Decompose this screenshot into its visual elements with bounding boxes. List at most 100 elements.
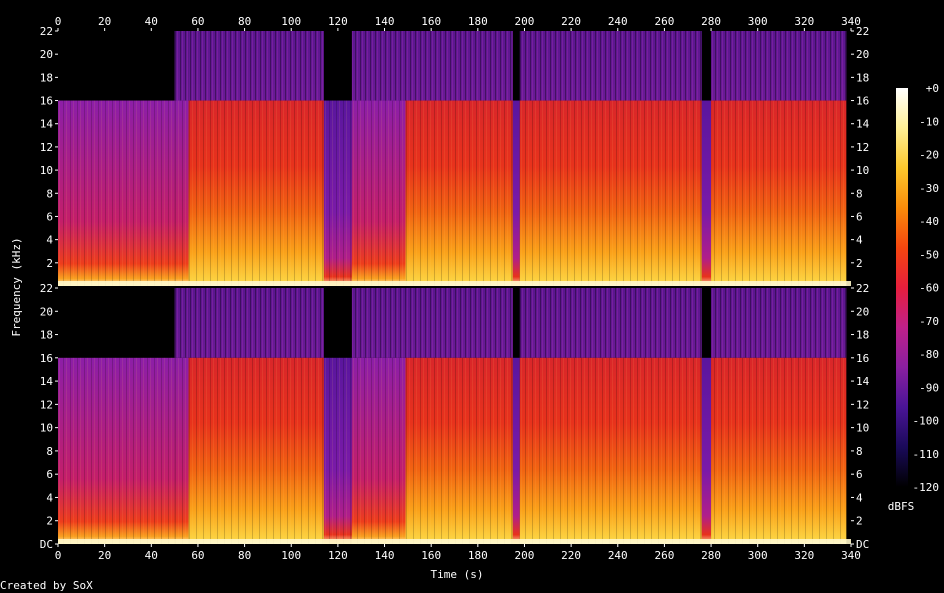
x-tick-label: 20 [98, 549, 111, 562]
y-tick-label-right: 8 [856, 187, 863, 200]
x-tick-label: 300 [748, 549, 768, 562]
y-tick-label: 16 [40, 352, 53, 365]
x-tick-label-top: 340 [841, 15, 861, 28]
y-tick-label-right: 12 [856, 398, 869, 411]
y-tick-label: 4 [46, 491, 53, 504]
x-tick-label: 220 [561, 549, 581, 562]
segment-hf-streaks-2 [188, 31, 324, 101]
x-tick-label-top: 20 [98, 15, 111, 28]
y-tick-label-right: 2 [856, 257, 863, 270]
segment-hf-streaks-7 [519, 288, 702, 358]
segment-hf-streaks-1 [174, 31, 189, 101]
y-tick-label: 16 [40, 95, 53, 108]
y-tick-label: 4 [46, 234, 53, 247]
x-tick-label-top: 320 [794, 15, 814, 28]
y-tick-label-right: 14 [856, 375, 870, 388]
created-by-credit: Created by SoX [0, 579, 93, 592]
colorbar-tick-label: -80 [919, 348, 939, 361]
x-tick-label-top: 60 [191, 15, 204, 28]
y-tick-label-right: 12 [856, 141, 869, 154]
x-tick-label: 180 [468, 549, 488, 562]
y-tick-label-right: DC [856, 538, 869, 551]
segment-streaks-0 [58, 357, 175, 544]
y-tick-label: 2 [46, 515, 53, 528]
channel-left-spectrogram [58, 31, 851, 286]
segment-8 [701, 100, 712, 286]
x-tick-label: 260 [654, 549, 674, 562]
x-axis-label: Time (s) [431, 568, 484, 581]
y-tick-label-right: 20 [856, 305, 869, 318]
y-tick-label: 10 [40, 164, 53, 177]
y-tick-label: 12 [40, 141, 53, 154]
segment-6 [512, 357, 520, 544]
y-tick-label: 14 [40, 375, 54, 388]
dc-band [58, 539, 851, 544]
colorbar-tick-label: -50 [919, 248, 939, 261]
colorbar-tick-label: -100 [913, 415, 940, 428]
y-tick-label: 8 [46, 187, 53, 200]
y-tick-label-right: 20 [856, 48, 869, 61]
y-tick-label: 18 [40, 71, 53, 84]
segment-streaks-2 [188, 100, 324, 286]
segment-hf-streaks-4 [351, 288, 406, 358]
y-tick-label-right: 22 [856, 25, 869, 38]
colorbar-tick-label: -70 [919, 315, 939, 328]
channel-right-spectrogram [58, 288, 851, 544]
x-tick-label: 60 [191, 549, 204, 562]
segment-8 [701, 357, 712, 544]
x-tick-label: 100 [281, 549, 301, 562]
x-tick-label-top: 260 [654, 15, 674, 28]
y-tick-label: 22 [40, 282, 53, 295]
segment-hf-streaks-5 [405, 288, 513, 358]
x-tick-label-top: 120 [328, 15, 348, 28]
y-tick-label: 20 [40, 305, 53, 318]
y-tick-label-right: 10 [856, 164, 869, 177]
y-tick-label: 14 [40, 118, 54, 131]
colorbar-gradient [896, 88, 908, 487]
y-tick-label-right: 6 [856, 468, 863, 481]
segment-streaks-2 [188, 357, 324, 544]
x-tick-label: 200 [515, 549, 535, 562]
y-tick-label: DC [40, 538, 53, 551]
segment-streaks-9 [711, 100, 847, 286]
segment-streaks-1 [174, 357, 189, 544]
segment-streaks-0 [58, 100, 175, 286]
segment-streaks-5 [405, 100, 513, 286]
y-tick-label: 12 [40, 398, 53, 411]
spectrogram-plots [58, 31, 851, 544]
colorbar-tick-label: -90 [919, 381, 939, 394]
x-tick-label-top: 180 [468, 15, 488, 28]
x-tick-label-top: 0 [55, 15, 62, 28]
y-tick-label-right: 22 [856, 282, 869, 295]
y-tick-label-right: 10 [856, 422, 869, 435]
x-tick-label-top: 300 [748, 15, 768, 28]
x-tick-label: 0 [55, 549, 62, 562]
y-tick-label: 2 [46, 257, 53, 270]
segment-6 [512, 100, 520, 286]
y-tick-label: 20 [40, 48, 53, 61]
colorbar-label: dBFS [888, 500, 915, 513]
x-tick-label-top: 40 [145, 15, 158, 28]
x-tick-label: 40 [145, 549, 158, 562]
segment-streaks-3 [323, 100, 352, 286]
x-tick-label: 320 [794, 549, 814, 562]
x-tick-label-top: 100 [281, 15, 301, 28]
x-tick-label-top: 140 [375, 15, 395, 28]
colorbar-ticks: +0 -10 -20 -30 -40 -50 -60 -70 -80 -90 -100 -110 -12… [913, 82, 940, 494]
y-tick-label-right: 2 [856, 515, 863, 528]
dc-band [58, 281, 851, 286]
x-tick-label: 160 [421, 549, 441, 562]
segment-hf-streaks-9 [711, 288, 847, 358]
y-tick-label: 8 [46, 445, 53, 458]
y-tick-label-right: 8 [856, 445, 863, 458]
segment-streaks-7 [519, 357, 702, 544]
x-tick-label-top: 200 [515, 15, 535, 28]
segment-streaks-1 [174, 100, 189, 286]
segment-streaks-3 [323, 357, 352, 544]
x-tick-label: 240 [608, 549, 628, 562]
x-tick-label: 80 [238, 549, 251, 562]
x-tick-label: 280 [701, 549, 721, 562]
colorbar-tick-label: -120 [913, 481, 940, 494]
